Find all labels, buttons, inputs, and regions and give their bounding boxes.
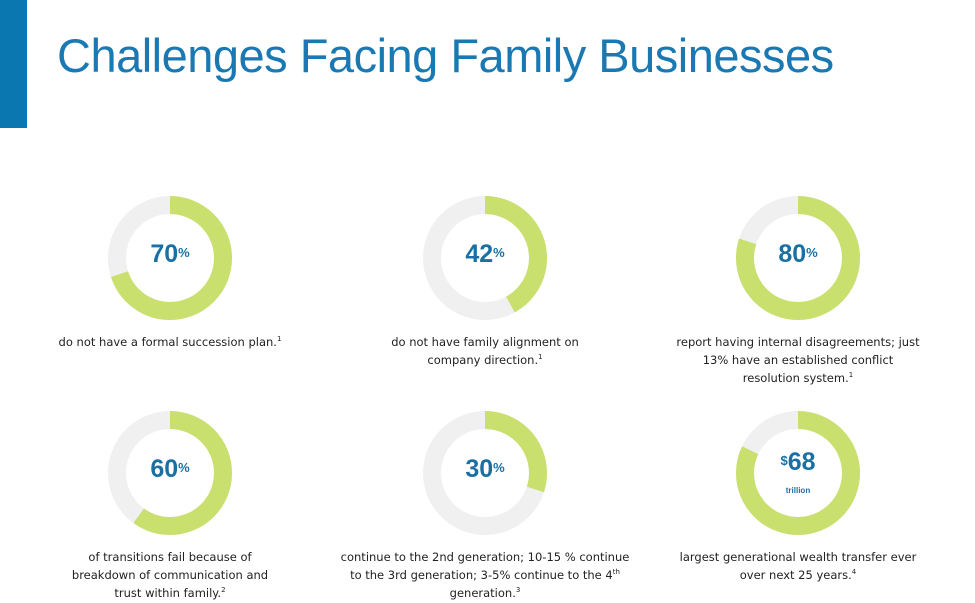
donut-ring [108,411,232,535]
stat-description: continue to the 2nd generation; 10-15 % … [340,550,630,600]
stat-description: do not have family alignment on company … [391,335,579,367]
stat-value-number: 70 [150,240,179,268]
stat-card: $68 trillion largest generational wealth… [648,408,948,584]
donut-ring [108,196,232,320]
stat-description: report having internal disagreements; ju… [676,335,920,385]
stat-description: of transitions fail because of breakdown… [71,550,269,600]
stat-value-suffix: % [493,245,505,260]
ordinal-suffix: th [612,568,620,577]
stat-value: 70% [105,240,235,268]
ring-fill [736,411,860,535]
stat-value: 42% [420,240,550,268]
footnote-ref: 1 [276,335,282,344]
accent-bar [0,0,27,128]
stat-card: 42% do not have family alignment on comp… [335,193,635,369]
ring-chart: 60% [105,408,235,538]
ring-chart: 42% [420,193,550,323]
stat-value-suffix: % [493,460,505,475]
stat-value-number: 80 [778,240,807,268]
stat-card: 70% do not have a formal succession plan… [20,193,320,351]
donut-ring [736,196,860,320]
stat-value: $68 [733,448,863,476]
stat-description: largest generational wealth transfer eve… [679,550,917,582]
footnote-ref: 2 [221,586,226,595]
stat-description: do not have a formal succession plan.1 [58,335,282,349]
stat-value-number: 60 [150,455,179,483]
donut-ring [423,411,547,535]
ring-chart: 30% [420,408,550,538]
ring-fill [108,411,232,535]
ring-chart: 70% [105,193,235,323]
stat-card: 80% report having internal disagreements… [648,193,948,387]
donut-ring [736,411,860,535]
stat-value-number: 68 [787,448,816,476]
stat-value: 80% [733,240,863,268]
slide-title: Challenges Facing Family Businesses [57,29,834,82]
ring-chart: $68 trillion [733,408,863,538]
stat-card: 60% of transitions fail because of break… [20,408,320,602]
stat-value-unit: trillion [785,486,811,495]
ring-chart: 80% [733,193,863,323]
stat-value-number: 42 [465,240,494,268]
footnote-ref: 1 [538,353,543,362]
stat-value: 60% [105,455,235,483]
stat-value-prefix: $ [780,453,788,468]
ring-fill [423,196,547,320]
stat-value: 30% [420,455,550,483]
stat-value-number: 30 [465,455,494,483]
footnote-ref: 3 [515,586,521,595]
stat-value-suffix: % [178,245,190,260]
ring-fill [108,196,232,320]
ring-fill [423,411,547,535]
footnote-ref: 1 [848,371,854,380]
donut-ring [423,196,547,320]
footnote-ref: 4 [851,568,857,577]
ring-fill [736,196,860,320]
stat-value-suffix: % [806,245,818,260]
stat-card: 30% continue to the 2nd generation; 10-1… [335,408,635,602]
stat-value-suffix: % [178,460,190,475]
